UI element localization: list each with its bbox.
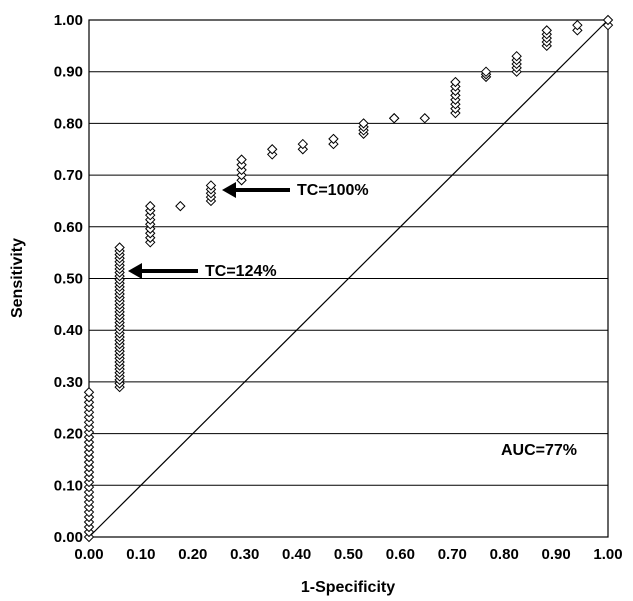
data-point — [175, 200, 186, 212]
data-point — [602, 14, 614, 26]
data-point — [328, 133, 339, 145]
x-tick-label: 0.10 — [126, 546, 155, 563]
y-tick-label: 0.60 — [54, 219, 83, 236]
y-axis-title: Sensitivity — [9, 238, 26, 318]
annotation-tc100: TC=100% — [297, 182, 369, 199]
x-tick-labels: 0.00 0.10 0.20 0.30 0.40 0.50 0.60 0.70 0.80 0.90… — [74, 546, 622, 563]
data-point — [205, 180, 217, 191]
y-tick-label: 0.80 — [54, 115, 83, 132]
y-tick-label: 0.70 — [54, 167, 83, 184]
y-tick-label: 0.00 — [54, 529, 83, 546]
arrow-tc124-head — [128, 263, 142, 279]
x-tick-label: 0.80 — [490, 546, 519, 563]
data-points — [83, 14, 614, 543]
data-point — [266, 144, 278, 155]
x-tick-label: 0.70 — [438, 546, 467, 563]
x-tick-label: 0.00 — [74, 546, 103, 563]
x-tick-label: 0.50 — [334, 546, 363, 563]
reference-line-group — [88, 19, 609, 538]
data-point — [572, 19, 583, 31]
x-tick-label: 0.40 — [282, 546, 311, 563]
data-point — [541, 25, 552, 36]
x-tick-label: 0.30 — [230, 546, 259, 563]
y-tick-label: 0.40 — [54, 322, 83, 339]
reference-diagonal-line — [88, 19, 609, 538]
data-point — [511, 50, 522, 62]
data-point — [83, 387, 95, 398]
data-point — [297, 138, 309, 150]
x-tick-label: 1.00 — [593, 546, 622, 563]
x-tick-label: 0.20 — [178, 546, 207, 563]
data-point — [236, 154, 247, 165]
data-point — [388, 113, 400, 124]
data-point — [114, 242, 125, 253]
data-point — [450, 76, 461, 88]
y-tick-label: 0.20 — [54, 426, 83, 443]
y-tick-labels: 0.00 0.10 0.20 0.30 0.40 0.50 0.60 0.70 0.80 0.90… — [54, 12, 83, 546]
y-tick-label: 0.90 — [54, 64, 83, 81]
x-tick-label: 0.90 — [541, 546, 570, 563]
y-tick-label: 0.30 — [54, 374, 83, 391]
y-tick-label: 1.00 — [54, 12, 83, 29]
data-point — [358, 118, 369, 129]
x-tick-label: 0.60 — [386, 546, 415, 563]
y-tick-label: 0.50 — [54, 271, 83, 288]
arrow-tc100-head — [222, 182, 236, 198]
annotation-auc: AUC=77% — [501, 442, 577, 459]
annotations: TC=100% TC=124% AUC=77% — [128, 182, 577, 459]
x-axis-title: 1-Specificity — [301, 579, 395, 596]
data-point — [419, 113, 431, 124]
data-point — [480, 66, 492, 77]
data-point — [145, 200, 156, 212]
y-tick-label: 0.10 — [54, 477, 83, 494]
annotation-tc124: TC=124% — [205, 263, 277, 280]
